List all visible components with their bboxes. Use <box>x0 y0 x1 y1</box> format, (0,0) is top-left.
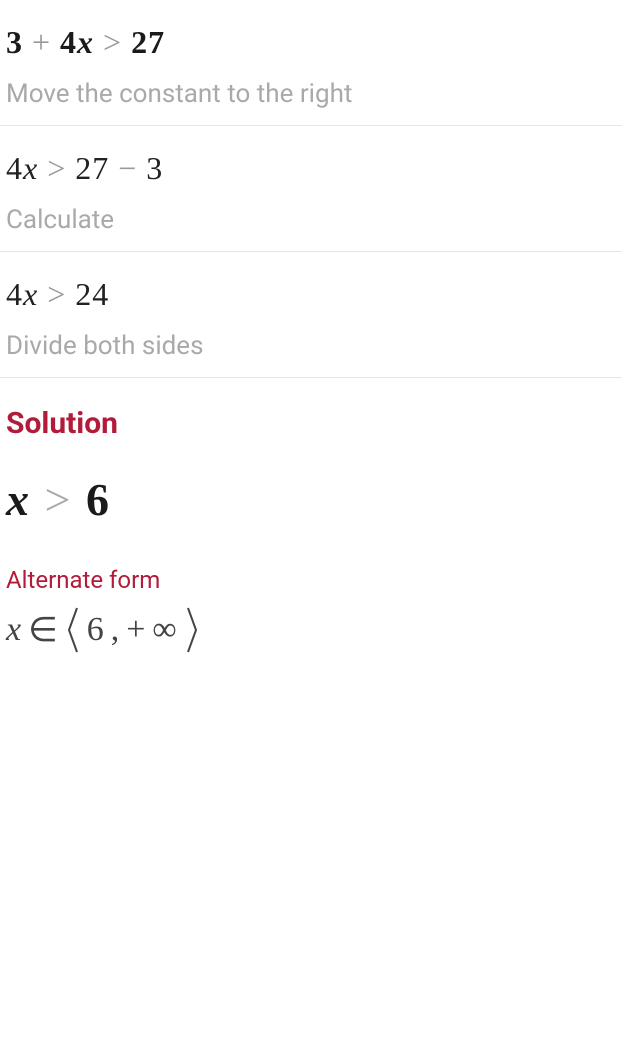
gt-op: > <box>103 24 122 60</box>
alt-sep: , <box>111 611 121 649</box>
step-3-expression: 4x > 24 <box>6 276 616 313</box>
lhs-coef: 4 <box>60 24 77 60</box>
rhs: 24 <box>75 276 109 312</box>
rhs-b: 3 <box>146 150 163 186</box>
alt-lower: 6 <box>87 611 105 649</box>
solution-var: x <box>6 474 31 525</box>
alternate-form-expression: x ∈ 6 , + ∞ <box>6 606 622 654</box>
step-3-hint: Divide both sides <box>6 331 616 361</box>
rhs-a: 27 <box>75 150 109 186</box>
minus-op: − <box>118 150 137 186</box>
lhs-coef: 4 <box>6 150 23 186</box>
rhs: 27 <box>131 24 165 60</box>
open-angle-bracket-icon <box>65 606 81 654</box>
plus-op: + <box>32 24 51 60</box>
gt-op: > <box>47 150 66 186</box>
gt-op: > <box>47 276 66 312</box>
alt-upper-prefix: + <box>126 611 146 649</box>
step-1-expression: 3 + 4x > 27 <box>6 24 616 61</box>
element-of-icon: ∈ <box>28 610 59 650</box>
lhs-const: 3 <box>6 24 23 60</box>
lhs-var: x <box>23 150 38 186</box>
step-1: 3 + 4x > 27 Move the constant to the rig… <box>0 0 622 126</box>
step-1-hint: Move the constant to the right <box>6 79 616 109</box>
alternate-form-title: Alternate form <box>6 566 622 594</box>
solution-title: Solution <box>6 406 622 441</box>
lhs-coef: 4 <box>6 276 23 312</box>
alt-var: x <box>6 611 22 649</box>
close-angle-bracket-icon <box>184 606 200 654</box>
solution-expression: x > 6 <box>6 473 622 526</box>
step-2: 4x > 27 − 3 Calculate <box>0 126 622 252</box>
step-2-expression: 4x > 27 − 3 <box>6 150 616 187</box>
solution-value: 6 <box>86 474 111 525</box>
solution-op: > <box>45 474 73 525</box>
infinity-icon: ∞ <box>152 611 177 649</box>
lhs-var: x <box>23 276 38 312</box>
step-2-hint: Calculate <box>6 205 616 235</box>
lhs-var: x <box>77 24 94 60</box>
step-3: 4x > 24 Divide both sides <box>0 252 622 378</box>
